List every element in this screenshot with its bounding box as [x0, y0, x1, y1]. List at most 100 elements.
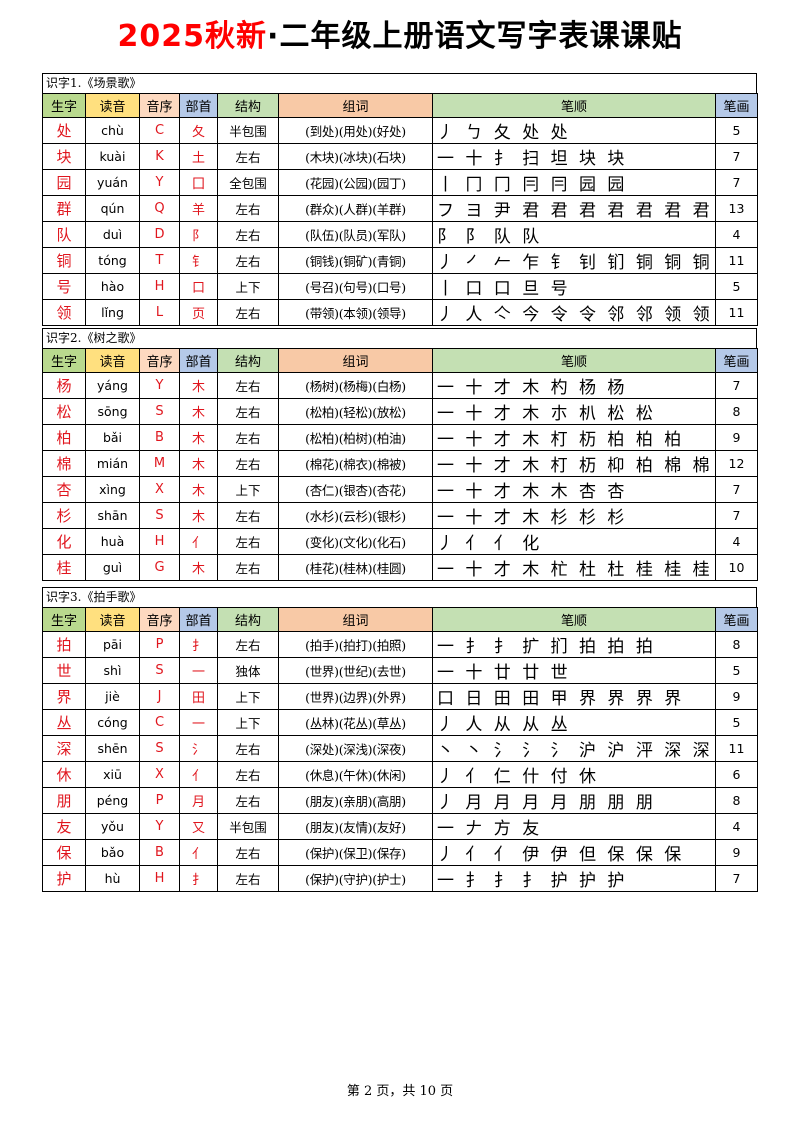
cell-char: 领 — [42, 299, 86, 326]
cell-words: (休息)(午休)(休闲) — [278, 761, 433, 788]
column-header-radical: 部首 — [179, 348, 218, 373]
cell-structure: 上下 — [217, 273, 279, 300]
cell-count: 7 — [715, 502, 758, 529]
cell-strokes: 一 十 才 木 朩 朳 松 松 — [432, 398, 716, 425]
cell-char: 桂 — [42, 554, 86, 581]
cell-count: 6 — [715, 761, 758, 788]
cell-char: 处 — [42, 117, 86, 144]
character-table: 生字 读音 音序 部首 结构 组词 笔顺 笔画拍 pāi P 扌左右 (拍手)(拍打)(拍照) 一 扌 … — [42, 607, 758, 892]
cell-structure: 左右 — [217, 735, 279, 762]
cell-order: C — [139, 709, 180, 736]
cell-pinyin: péng — [85, 787, 140, 814]
column-header-char: 生字 — [42, 93, 86, 118]
cell-structure: 左右 — [217, 195, 279, 222]
cell-structure: 左右 — [217, 372, 279, 399]
column-header-char: 生字 — [42, 607, 86, 632]
page-title: 2025秋新·二年级上册语文写字表课课贴 — [0, 14, 800, 60]
column-header-order: 音序 — [139, 93, 180, 118]
cell-radical: 一 — [179, 709, 218, 736]
cell-char: 界 — [42, 683, 86, 710]
column-header-structure: 结构 — [217, 93, 279, 118]
cell-strokes: 一 十 才 木 杓 杨 杨 — [432, 372, 716, 399]
cell-structure: 上下 — [217, 709, 279, 736]
cell-structure: 左右 — [217, 761, 279, 788]
cell-strokes: 一 十 廿 廿 世 — [432, 657, 716, 684]
cell-order: X — [139, 476, 180, 503]
cell-strokes: 一 扌 扌 扩 扪 拍 拍 拍 — [432, 631, 716, 658]
cell-radical: 氵 — [179, 735, 218, 762]
cell-strokes: 一 扌 扌 扌 护 护 护 — [432, 865, 716, 892]
cell-strokes: 一 𠂇 方 友 — [432, 813, 716, 840]
cell-strokes: 一 十 扌 扫 坦 块 块 — [432, 143, 716, 170]
cell-pinyin: sōng — [85, 398, 140, 425]
cell-words: (桂花)(桂林)(桂圆) — [278, 554, 433, 581]
cell-structure: 左右 — [217, 865, 279, 892]
column-header-order: 音序 — [139, 348, 180, 373]
cell-char: 块 — [42, 143, 86, 170]
column-header-count: 笔画 — [715, 93, 758, 118]
cell-structure: 左右 — [217, 502, 279, 529]
cell-structure: 半包围 — [217, 117, 279, 144]
cell-char: 群 — [42, 195, 86, 222]
cell-order: H — [139, 865, 180, 892]
header-row: 生字 读音 音序 部首 结构 组词 笔顺 笔画 — [42, 607, 758, 632]
cell-order: H — [139, 528, 180, 555]
cell-words: (杏仁)(银杏)(杏花) — [278, 476, 433, 503]
cell-radical: 木 — [179, 372, 218, 399]
cell-pinyin: shān — [85, 502, 140, 529]
cell-strokes: 一 十 才 木 朾 杤 枊 柏 棉 棉 棉 棉 — [432, 450, 716, 477]
table-row: 领 lǐng L 页左右 (带领)(本领)(领导) 丿 人 亽 今 令 令 邻 邻 领 领… — [42, 299, 758, 326]
cell-words: (棉花)(棉衣)(棉被) — [278, 450, 433, 477]
cell-words: (到处)(用处)(好处) — [278, 117, 433, 144]
cell-count: 13 — [715, 195, 758, 222]
cell-order: S — [139, 735, 180, 762]
cell-count: 10 — [715, 554, 758, 581]
cell-words: (铜钱)(铜矿)(青铜) — [278, 247, 433, 274]
cell-char: 松 — [42, 398, 86, 425]
cell-radical: 亻 — [179, 839, 218, 866]
cell-structure: 左右 — [217, 424, 279, 451]
cell-radical: 又 — [179, 813, 218, 840]
cell-count: 7 — [715, 865, 758, 892]
section-2: 识字2.《树之歌》 生字 读音 音序 部首 结构 组词 笔顺 笔画杨 yáng Y 木左右 (杨树)(杨… — [42, 328, 758, 581]
cell-pinyin: shì — [85, 657, 140, 684]
cell-radical: 木 — [179, 502, 218, 529]
cell-count: 11 — [715, 735, 758, 762]
cell-strokes: 丿 亻 亻 化 — [432, 528, 716, 555]
cell-words: (世界)(边界)(外界) — [278, 683, 433, 710]
cell-char: 世 — [42, 657, 86, 684]
section-title: 识字3.《拍手歌》 — [42, 587, 757, 607]
cell-count: 12 — [715, 450, 758, 477]
table-row: 深 shēn S 氵左右 (深处)(深浅)(深夜) 丶 丶 氵 氵 氵 沪 沪 泙 深 深… — [42, 735, 758, 762]
cell-order: B — [139, 424, 180, 451]
cell-pinyin: bǎo — [85, 839, 140, 866]
column-header-count: 笔画 — [715, 607, 758, 632]
cell-words: (花园)(公园)(园丁) — [278, 169, 433, 196]
cell-char: 园 — [42, 169, 86, 196]
cell-count: 5 — [715, 117, 758, 144]
cell-pinyin: lǐng — [85, 299, 140, 326]
cell-order: C — [139, 117, 180, 144]
cell-structure: 左右 — [217, 247, 279, 274]
column-header-strokes: 笔顺 — [432, 348, 716, 373]
column-header-words: 组词 — [278, 607, 433, 632]
cell-pinyin: bǎi — [85, 424, 140, 451]
cell-structure: 左右 — [217, 221, 279, 248]
character-table: 生字 读音 音序 部首 结构 组词 笔顺 笔画杨 yáng Y 木左右 (杨树)(杨梅)(白杨) 一 十… — [42, 348, 758, 581]
cell-order: Q — [139, 195, 180, 222]
cell-pinyin: tóng — [85, 247, 140, 274]
cell-radical: 木 — [179, 424, 218, 451]
cell-char: 朋 — [42, 787, 86, 814]
cell-order: S — [139, 398, 180, 425]
cell-order: P — [139, 631, 180, 658]
